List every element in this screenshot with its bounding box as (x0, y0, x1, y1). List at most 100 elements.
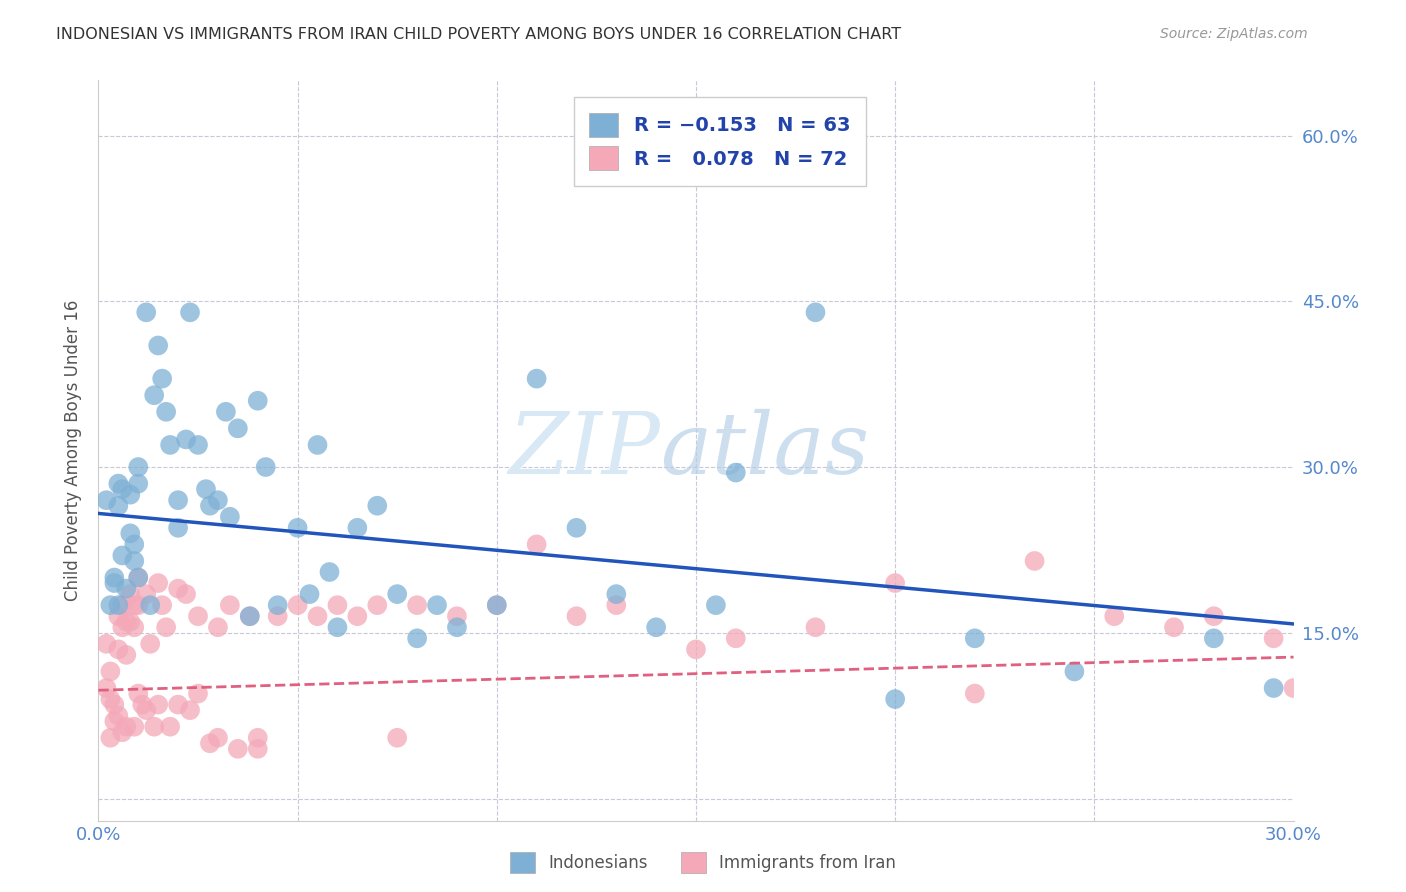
Point (565, 521, 588, 535)
Point (704, 598, 727, 612)
Point (124, 620, 146, 634)
Point (346, 609, 368, 624)
Point (246, 393, 269, 408)
Point (195, 482, 218, 496)
Point (103, 570, 125, 584)
Point (107, 609, 129, 624)
Point (103, 698, 125, 712)
Point (1202, 609, 1225, 624)
Point (120, 526, 142, 541)
Text: Source: ZipAtlas.com: Source: ZipAtlas.com (1160, 27, 1308, 41)
Point (120, 488, 142, 502)
Point (526, 371, 548, 385)
Point (215, 405, 238, 419)
Point (111, 549, 134, 563)
Point (155, 405, 177, 419)
Point (406, 632, 429, 646)
Point (1202, 632, 1225, 646)
Point (1263, 681, 1285, 695)
Point (605, 587, 627, 601)
Point (135, 703, 157, 717)
Point (485, 598, 508, 612)
Y-axis label: Child Poverty Among Boys Under 16: Child Poverty Among Boys Under 16 (65, 300, 83, 601)
Point (1163, 620, 1185, 634)
Point (124, 720, 146, 734)
Point (366, 598, 388, 612)
Point (107, 708, 129, 723)
Point (426, 598, 449, 612)
Point (96, 493, 118, 508)
Point (246, 741, 269, 756)
Point (207, 731, 229, 745)
Point (150, 598, 173, 612)
Point (107, 642, 129, 657)
Point (198, 736, 221, 750)
Point (446, 609, 468, 624)
Point (267, 609, 290, 624)
Point (267, 598, 290, 612)
Point (307, 438, 329, 452)
Point (187, 438, 209, 452)
Point (366, 499, 388, 513)
Point (127, 570, 149, 584)
Point (1282, 681, 1305, 695)
Point (605, 598, 627, 612)
Point (148, 698, 170, 712)
Point (98, 598, 122, 612)
Point (98, 665, 122, 679)
Point (884, 576, 907, 591)
Point (167, 582, 190, 596)
Point (115, 615, 138, 629)
Point (135, 305, 157, 319)
Point (724, 632, 747, 646)
Point (103, 576, 125, 591)
Point (198, 499, 221, 513)
Point (107, 499, 129, 513)
Point (98, 692, 122, 706)
Point (148, 576, 170, 591)
Point (159, 438, 181, 452)
Point (143, 388, 166, 402)
Point (127, 460, 149, 475)
Point (385, 587, 409, 601)
Point (96, 681, 118, 695)
Point (219, 509, 242, 524)
Point (246, 731, 269, 745)
Point (565, 609, 588, 624)
Point (685, 642, 707, 657)
Point (174, 433, 197, 447)
Point (111, 598, 134, 612)
Legend: R = −0.153   N = 63, R =   0.078   N = 72: R = −0.153 N = 63, R = 0.078 N = 72 (574, 97, 866, 186)
Point (406, 598, 429, 612)
Point (107, 476, 129, 491)
Point (963, 687, 986, 701)
Text: atlas: atlas (661, 409, 869, 491)
Point (804, 620, 827, 634)
Point (239, 609, 262, 624)
Point (131, 698, 153, 712)
Point (107, 598, 129, 612)
Point (120, 615, 142, 629)
Point (143, 720, 166, 734)
Point (135, 587, 157, 601)
Point (111, 620, 134, 634)
Point (239, 609, 262, 624)
Point (318, 565, 340, 579)
Point (1024, 554, 1046, 568)
Point (167, 521, 190, 535)
Point (326, 620, 349, 634)
Point (187, 609, 209, 624)
Point (385, 731, 409, 745)
Point (254, 460, 277, 475)
Point (963, 632, 986, 646)
Point (298, 587, 321, 601)
Point (287, 598, 309, 612)
Point (127, 687, 149, 701)
Point (804, 305, 827, 319)
Point (120, 587, 142, 601)
Point (115, 720, 138, 734)
Point (155, 620, 177, 634)
Point (307, 609, 329, 624)
Point (326, 598, 349, 612)
Point (167, 493, 190, 508)
